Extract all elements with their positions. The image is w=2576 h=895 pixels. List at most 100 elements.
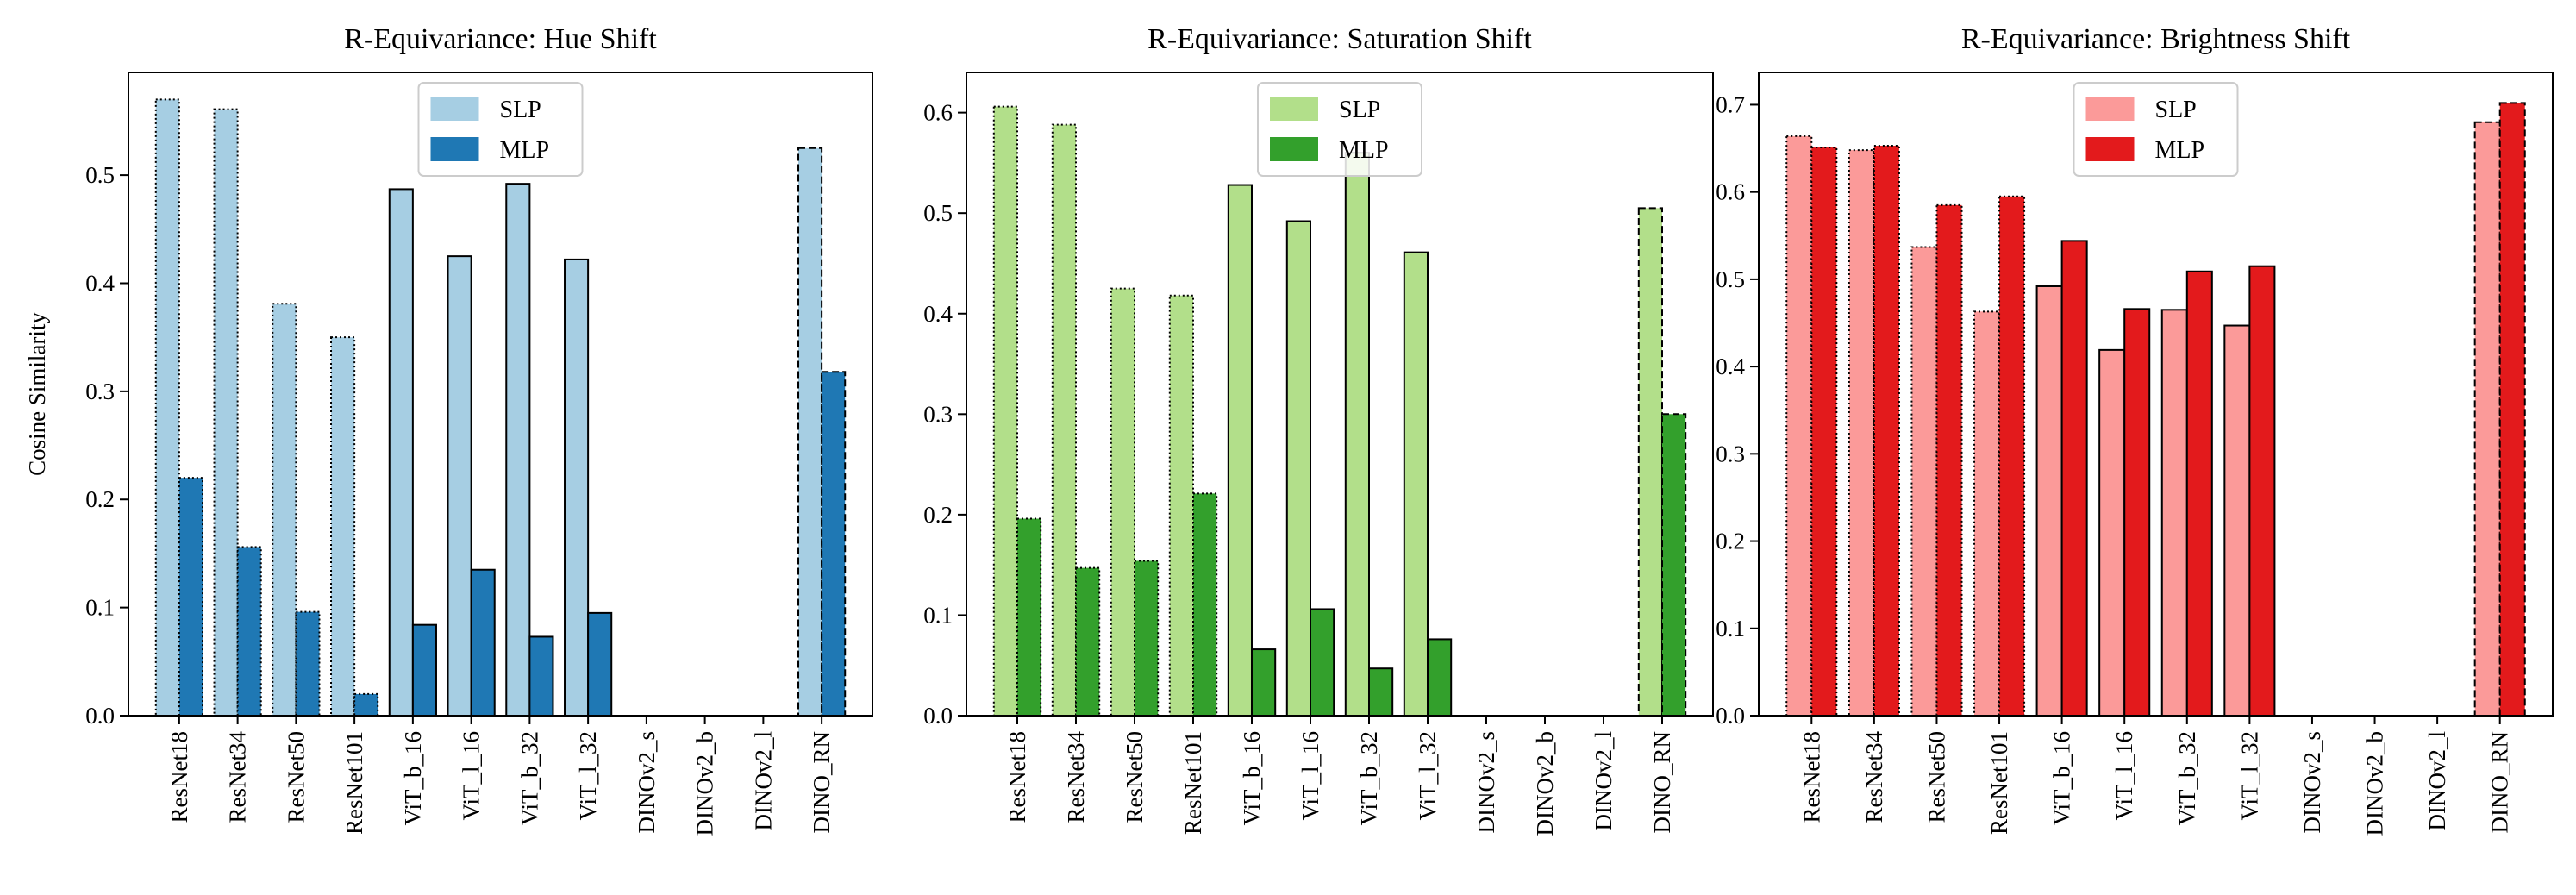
- x-tick-label: DINOv2_l: [750, 731, 776, 831]
- x-tick-label: ViT_b_16: [2049, 731, 2075, 825]
- bar-mlp-resnet50: [1935, 203, 1963, 717]
- x-tick-label: ViT_l_16: [459, 731, 485, 820]
- bar-slp-resnet18: [154, 98, 180, 717]
- chart-title: R-Equivariance: Brightness Shift: [1961, 23, 2351, 55]
- legend-swatch-slp: [430, 97, 479, 121]
- legend-label-mlp: MLP: [2155, 137, 2205, 164]
- bar-slp-vit_l_32: [564, 258, 590, 717]
- bar-mlp-vit_l_16: [1310, 608, 1335, 717]
- bar-mlp-resnet101: [353, 692, 379, 717]
- y-tick-label: 0.3: [85, 379, 115, 404]
- bar-mlp-resnet50: [295, 610, 321, 717]
- bar-mlp-dino_rn: [2498, 102, 2526, 717]
- bar-mlp-vit_b_32: [528, 635, 554, 717]
- x-tick-label: DINOv2_s: [634, 731, 660, 834]
- bar-slp-vit_b_32: [505, 183, 531, 717]
- x-tick-label: DINOv2_b: [2362, 731, 2388, 836]
- legend-label-mlp: MLP: [500, 137, 550, 164]
- bar-mlp-dino_rn: [821, 371, 847, 717]
- x-tick-label: DINOv2_s: [1473, 731, 1499, 834]
- bar-mlp-vit_l_16: [2123, 308, 2151, 717]
- x-tick-label: DINOv2_l: [1591, 731, 1616, 831]
- x-tick-label: ResNet18: [1004, 731, 1030, 823]
- y-tick-label: 0.6: [923, 100, 953, 126]
- bar-mlp-resnet18: [178, 477, 203, 717]
- y-tick-label: 0.2: [1716, 529, 1745, 554]
- x-tick-label: ViT_l_16: [2111, 731, 2137, 820]
- plot-frame: [128, 72, 873, 717]
- bar-slp-resnet34: [1051, 123, 1078, 717]
- x-tick-label: ResNet18: [1798, 731, 1824, 823]
- plot-frame: [966, 72, 1714, 717]
- bar-slp-resnet50: [1910, 246, 1938, 717]
- chart-title: R-Equivariance: Hue Shift: [344, 23, 657, 55]
- legend-label-slp: SLP: [2155, 97, 2197, 123]
- bar-slp-vit_l_16: [447, 255, 472, 717]
- legend-swatch-mlp: [1270, 137, 1318, 161]
- bar-mlp-vit_l_16: [470, 568, 496, 717]
- bar-mlp-dino_rn: [1661, 413, 1687, 717]
- bar-slp-vit_b_16: [388, 188, 414, 717]
- x-tick-label: ResNet18: [166, 731, 192, 823]
- bar-mlp-resnet101: [1998, 195, 2026, 717]
- x-tick-label: ViT_b_32: [2174, 731, 2200, 825]
- bar-slp-resnet34: [1848, 149, 1875, 717]
- x-tick-label: ViT_l_32: [2236, 731, 2262, 820]
- bar-mlp-vit_l_32: [587, 611, 613, 717]
- bar-mlp-resnet34: [1075, 566, 1101, 717]
- y-tick-label: 0.5: [923, 200, 953, 226]
- x-tick-label: ResNet34: [1861, 731, 1887, 823]
- x-tick-label: DINO_RN: [1649, 731, 1675, 834]
- plot-frame: [1758, 72, 2554, 717]
- y-tick-label: 0.5: [85, 162, 115, 188]
- x-tick-label: ViT_b_32: [516, 731, 542, 825]
- bar-mlp-resnet34: [1873, 145, 1900, 717]
- chart-panel-3: 0.0 0.1 0.2 0.3 0.4 0.5 0.6 0.7 ResNet18 ResNet34…: [1716, 23, 2554, 836]
- y-tick-label: 0.0: [1716, 703, 1745, 729]
- bar-slp-resnet50: [272, 303, 297, 717]
- x-tick-label: ViT_l_16: [1297, 731, 1323, 820]
- bar-slp-vit_b_32: [1344, 152, 1371, 717]
- x-tick-label: DINO_RN: [2487, 731, 2513, 834]
- bar-mlp-resnet101: [1192, 492, 1218, 717]
- bar-slp-resnet101: [1973, 310, 2001, 717]
- bar-slp-resnet50: [1110, 287, 1136, 717]
- bar-slp-vit_b_16: [2035, 285, 2063, 717]
- legend-swatch-mlp: [430, 137, 479, 161]
- bar-slp-dino_rn: [1637, 207, 1664, 717]
- legend: SLP MLP: [417, 82, 584, 177]
- bar-slp-vit_b_16: [1227, 184, 1254, 717]
- bar-mlp-resnet18: [1810, 147, 1838, 717]
- chart-title: R-Equivariance: Saturation Shift: [1147, 23, 1532, 55]
- bar-slp-resnet101: [1168, 294, 1195, 717]
- legend: SLP MLP: [2073, 82, 2239, 177]
- bar-slp-vit_b_32: [2160, 309, 2188, 717]
- legend-swatch-slp: [1270, 97, 1318, 121]
- x-tick-label: DINOv2_b: [692, 731, 718, 836]
- x-tick-label: ViT_l_32: [1415, 731, 1441, 820]
- y-axis-label: Cosine Similarity: [24, 312, 50, 476]
- x-tick-label: ResNet50: [283, 731, 309, 823]
- x-tick-label: DINOv2_s: [2299, 731, 2325, 834]
- y-tick-label: 0.2: [85, 486, 115, 512]
- legend-swatch-slp: [2085, 97, 2135, 121]
- x-tick-label: ResNet50: [1923, 731, 1949, 823]
- y-tick-label: 0.5: [1716, 266, 1745, 292]
- x-tick-label: ViT_b_16: [1239, 731, 1265, 825]
- bar-mlp-resnet18: [1016, 517, 1042, 717]
- y-tick-label: 0.3: [1716, 441, 1745, 466]
- y-tick-label: 0.4: [85, 270, 115, 296]
- bar-slp-vit_l_32: [1403, 251, 1429, 717]
- x-tick-label: ViT_b_16: [400, 731, 426, 825]
- y-tick-label: 0.1: [1716, 616, 1745, 642]
- x-tick-label: ResNet50: [1122, 731, 1147, 823]
- x-tick-label: ResNet34: [1063, 731, 1089, 823]
- bar-mlp-vit_b_16: [411, 623, 437, 717]
- bar-mlp-vit_b_32: [1368, 667, 1394, 717]
- chart-panel-1: 0.0 0.1 0.2 0.3 0.4 0.5 ResNet18 ResNet34 ResNet…: [24, 23, 873, 836]
- bar-slp-resnet101: [330, 336, 356, 717]
- x-tick-label: ResNet101: [1986, 731, 2012, 835]
- bar-mlp-vit_b_16: [1251, 648, 1277, 717]
- chart-panel-2: 0.0 0.1 0.2 0.3 0.4 0.5 0.6 ResNet18 ResNet34 Res…: [923, 23, 1714, 836]
